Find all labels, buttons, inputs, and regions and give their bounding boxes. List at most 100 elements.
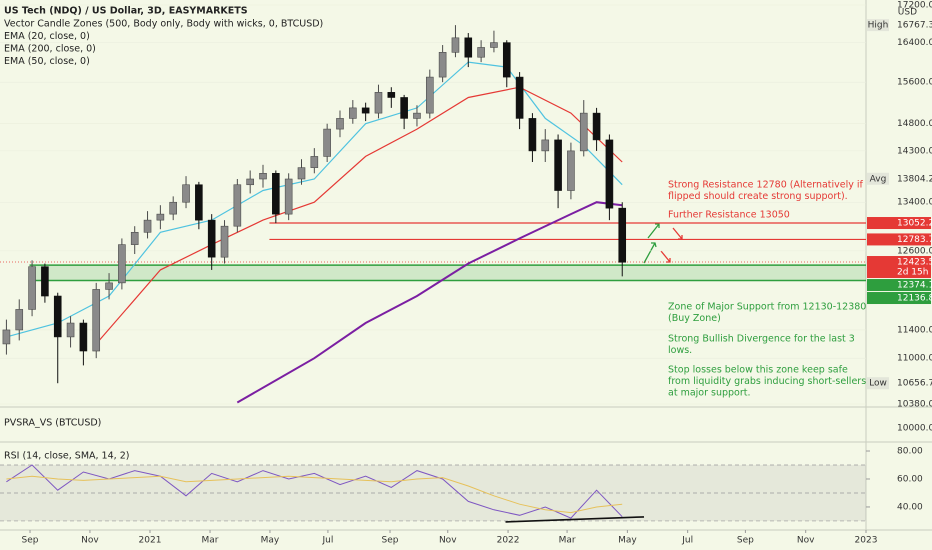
- price-badge: [867, 279, 931, 292]
- candle-body: [541, 139, 550, 152]
- candle-body: [207, 219, 216, 258]
- candle-body: [259, 172, 267, 180]
- candle-body: [323, 128, 331, 157]
- y-tick-label: 11000.00: [897, 354, 932, 364]
- ema-line: [95, 86, 623, 345]
- candle-body: [272, 172, 280, 215]
- y-tick-label: 14300.00: [897, 146, 932, 156]
- candle-body: [592, 112, 601, 141]
- candle-body: [182, 184, 190, 203]
- candle-body: [528, 118, 537, 152]
- price-badge-label: 12783.70: [897, 235, 932, 245]
- candle-body: [361, 107, 370, 114]
- y-tick-label: 10380.00: [897, 400, 932, 410]
- candle-body: [297, 167, 306, 180]
- annotation: flipped should create strong support).: [668, 191, 848, 202]
- candle-body: [605, 139, 614, 209]
- candle-body: [310, 156, 319, 168]
- y-tick-label: 13400.00: [897, 198, 932, 208]
- candle-body: [53, 295, 62, 338]
- x-tick-label: Mar: [559, 536, 576, 546]
- annotation: Stop losses below this zone keep safe: [668, 365, 848, 376]
- support-zone: [29, 265, 866, 281]
- x-tick-label: Nov: [797, 536, 815, 546]
- x-tick-label: May: [618, 536, 637, 546]
- candle-body: [464, 37, 473, 58]
- candle-body: [336, 118, 344, 130]
- candle-body: [490, 42, 498, 48]
- candle-body: [567, 150, 575, 191]
- annotation: Strong Resistance 12780 (Alternatively i…: [668, 180, 864, 191]
- y-tick-label: 17200.00: [897, 1, 932, 11]
- x-tick-label: May: [261, 536, 280, 546]
- candle-body: [2, 329, 11, 345]
- ema-line: [6, 61, 623, 338]
- indicator-label: EMA (200, close, 0): [4, 44, 96, 55]
- price-badge: [867, 172, 889, 185]
- price-badge-label: 13052.24: [897, 219, 932, 229]
- x-tick-label: 2023: [855, 536, 878, 546]
- pane-title: PVSRA_VS (BTCUSD): [4, 418, 101, 429]
- indicator-label: EMA (20, close, 0): [4, 31, 90, 42]
- candle-body: [220, 225, 229, 258]
- annotation: Zone of Major Support from 12130-12380: [668, 302, 866, 313]
- annotation: from liquidity grabs inducing short-sell…: [668, 376, 866, 387]
- countdown: 2d 15h: [897, 268, 928, 278]
- candle-body: [233, 184, 242, 227]
- annotation: lows.: [668, 345, 692, 356]
- price-badge-label: 12423.50: [897, 258, 932, 268]
- candle-body: [143, 219, 152, 233]
- y-tick-label: 12600.00: [897, 246, 932, 256]
- candle-body: [130, 231, 139, 245]
- price-badge: [867, 256, 931, 279]
- x-tick-label: Sep: [382, 536, 399, 546]
- annotation: (Buy Zone): [668, 313, 721, 324]
- annotation: Further Resistance 13050: [668, 210, 790, 221]
- price-pane: [0, 4, 866, 405]
- indicator-label: Vector Candle Zones (500, Body only, Bod…: [4, 19, 323, 30]
- x-tick-label: Jul: [681, 536, 693, 546]
- candle-body: [246, 178, 254, 186]
- x-tick-label: 2021: [139, 536, 162, 546]
- candle-body: [515, 76, 524, 119]
- y-tick-label: 40.00: [897, 502, 923, 512]
- candle-body: [118, 244, 126, 284]
- x-tick-label: Nov: [81, 536, 99, 546]
- price-badge-label: 12136.86: [897, 294, 932, 304]
- divergence-line: [505, 516, 645, 523]
- annotation: at major support.: [668, 388, 751, 399]
- pane-title: RSI (14, close, SMA, 14, 2): [4, 451, 129, 462]
- price-badge: [867, 292, 931, 305]
- candle-body: [156, 213, 165, 221]
- price-badge: [867, 19, 889, 32]
- candle-body: [477, 47, 485, 58]
- candle-body: [554, 139, 562, 191]
- candle-body: [284, 178, 293, 215]
- y-tick-label: 16400.00: [897, 38, 932, 48]
- indicator-label: EMA (50, close, 0): [4, 56, 90, 67]
- price-badge-label: 10656.75: [897, 379, 932, 389]
- price-badge: [867, 217, 931, 230]
- y-tick-label: 11400.00: [897, 325, 932, 335]
- ema-line: [236, 201, 623, 404]
- candle-body: [374, 92, 383, 114]
- candle-body: [66, 322, 75, 338]
- candle-body: [195, 184, 203, 221]
- x-tick-label: Nov: [439, 536, 457, 546]
- up-arrow: [647, 223, 660, 239]
- y-tick-label: 15600.00: [897, 78, 932, 88]
- chart-title: US Tech (NDQ) / US Dollar, 3D, EASYMARKE…: [4, 6, 248, 17]
- candle-body: [28, 266, 36, 310]
- price-badge-name: Avg: [870, 174, 887, 184]
- x-tick-label: 2022: [497, 536, 520, 546]
- candle-body: [579, 112, 588, 152]
- y-tick-label: 14800.00: [897, 119, 932, 129]
- price-badge-name: Low: [869, 379, 887, 389]
- candle-body: [438, 52, 447, 78]
- candle-body: [451, 37, 460, 53]
- candle-body: [413, 112, 421, 119]
- candle-body: [425, 76, 434, 114]
- annotation: Strong Bullish Divergence for the last 3: [668, 334, 855, 345]
- candle-body: [92, 289, 101, 352]
